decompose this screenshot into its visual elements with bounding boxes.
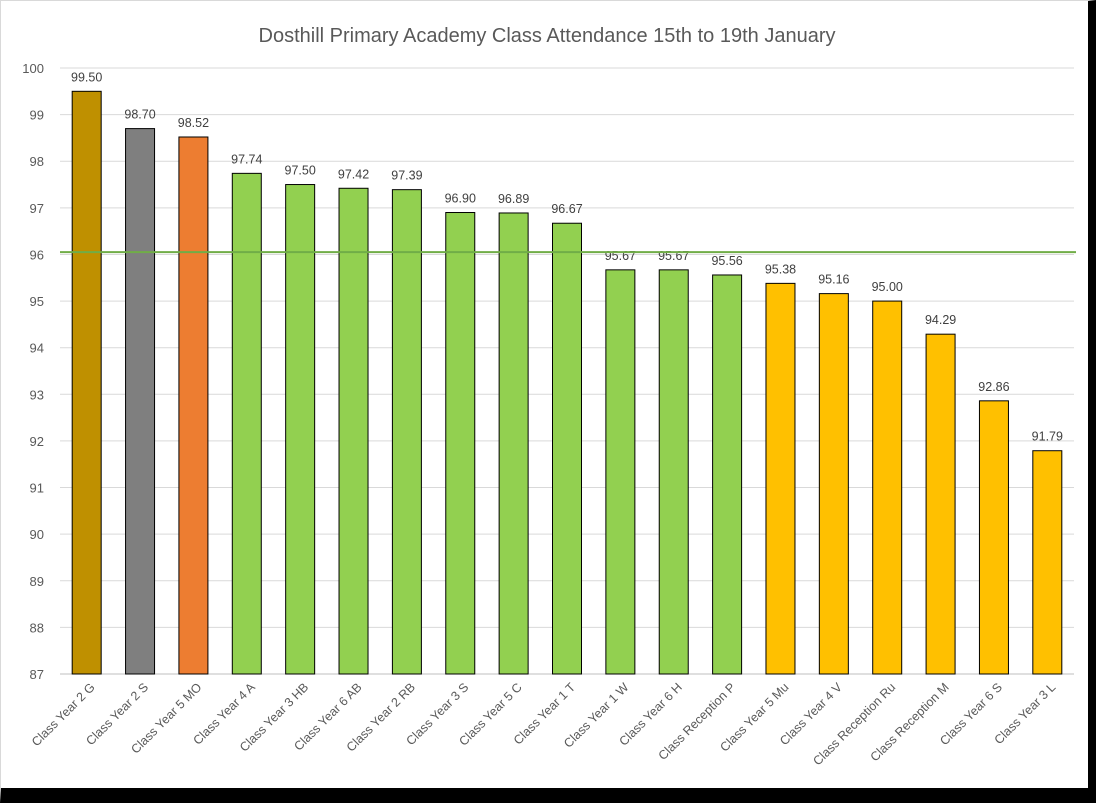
data-label: 98.70 (124, 108, 155, 122)
data-label: 97.42 (338, 167, 369, 181)
bar (231, 172, 262, 675)
y-tick-label: 98 (30, 154, 44, 169)
data-label: 95.38 (765, 262, 796, 276)
y-tick-label: 93 (30, 387, 44, 402)
y-tick-label: 99 (30, 108, 44, 123)
bar (285, 184, 316, 675)
bar (658, 269, 689, 675)
y-tick-label: 87 (30, 667, 44, 682)
data-label: 95.00 (872, 280, 903, 294)
data-label: 96.90 (445, 192, 476, 206)
data-label: 98.52 (178, 116, 209, 130)
data-label: 95.67 (658, 249, 689, 263)
y-tick-label: 91 (30, 481, 44, 496)
data-label: 99.50 (71, 70, 102, 84)
bar (765, 282, 796, 675)
bar (925, 333, 956, 675)
bar (338, 187, 369, 675)
bar (605, 269, 636, 675)
bar (445, 212, 476, 675)
data-label: 97.74 (231, 152, 262, 166)
y-tick-label: 89 (30, 574, 44, 589)
bar (712, 274, 743, 675)
bar (125, 128, 156, 675)
data-label: 95.16 (818, 273, 849, 287)
data-label: 95.67 (605, 249, 636, 263)
data-label: 92.86 (978, 380, 1009, 394)
bar (178, 136, 209, 675)
y-tick-label: 88 (30, 620, 44, 635)
bars (71, 90, 1063, 675)
data-label: 97.50 (285, 164, 316, 178)
y-tick-label: 100 (22, 61, 44, 76)
bar (872, 300, 903, 675)
bar (818, 293, 849, 675)
bar (71, 90, 102, 675)
bar (1032, 450, 1063, 675)
y-tick-label: 96 (30, 247, 44, 262)
y-tick-label: 97 (30, 201, 44, 216)
data-label: 91.79 (1032, 430, 1063, 444)
data-label: 96.67 (551, 202, 582, 216)
bar (552, 222, 582, 675)
bar (978, 400, 1009, 675)
chart-title: Dosthill Primary Academy Class Attendanc… (259, 25, 836, 47)
y-axis-tick-labels: 87 88 89 90 91 92 93 94 95 96 97 98 99 100 (22, 61, 44, 682)
data-label: 97.39 (391, 169, 422, 183)
bar (498, 212, 529, 675)
y-tick-label: 90 (30, 527, 44, 542)
data-label: 94.29 (925, 313, 956, 327)
y-tick-label: 92 (30, 434, 44, 449)
bar (391, 189, 422, 675)
data-label: 95.56 (711, 254, 742, 268)
y-tick-label: 95 (30, 294, 44, 309)
data-label: 96.89 (498, 192, 529, 206)
y-tick-label: 94 (30, 341, 44, 356)
